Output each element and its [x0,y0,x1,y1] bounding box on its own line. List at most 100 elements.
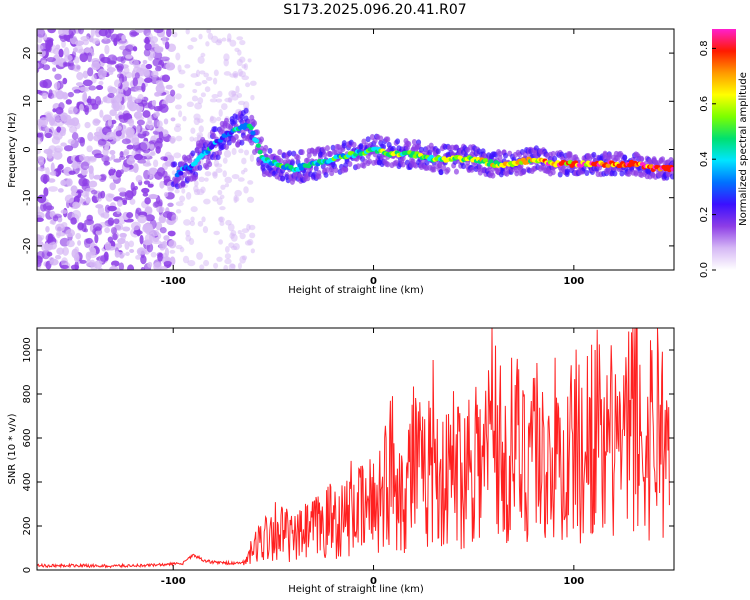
ridge-halo [259,136,265,143]
noise-blob [86,98,92,104]
noise-blob [198,125,204,133]
ridge-halo [378,135,384,142]
noise-blob [142,222,153,233]
noise-blob [112,233,118,241]
ridge-halo [289,159,295,166]
snr-panel: -100 0 100 0 200 400 600 800 1000 Height of str… [7,327,675,595]
noise-blob [152,159,159,168]
spectrogram-x-ticks: -100 0 100 [161,29,584,287]
noise-blob [107,217,115,226]
y-tick-label: 400 [22,472,33,491]
noise-blob [184,64,191,69]
ridge-halo [503,152,509,159]
y-tick-label: 200 [22,516,33,535]
noise-blob [140,267,145,270]
ridge-halo [358,143,364,150]
noise-blob [203,72,209,78]
noise-blob [205,41,210,47]
noise-blob [97,192,103,199]
noise-blob [109,109,117,117]
ridge-halo [190,150,196,157]
noise-blob [52,67,57,72]
noise-blob [250,248,255,254]
noise-blob [109,182,116,191]
noise-blob [175,93,182,100]
x-tick-label: 0 [370,576,377,587]
ridge-halo [327,150,333,157]
noise-blob [104,44,110,55]
noise-blob [93,131,103,137]
noise-blob [239,232,246,240]
noise-blob [56,82,61,89]
noise-blob [149,50,156,59]
ridge-halo [172,161,178,168]
noise-blob [241,228,249,234]
noise-blob [234,196,240,202]
noise-blob [97,206,105,216]
colorbar-tick-label: 0.4 [699,151,710,167]
noise-blob [134,97,142,103]
noise-blob [139,155,148,160]
noise-blob [45,225,50,233]
ridge-halo [295,154,301,161]
noise-blob [42,174,48,185]
noise-blob [80,86,91,92]
noise-blob [54,73,62,80]
noise-blob [193,185,199,193]
noise-blob [76,72,84,81]
noise-blob [138,142,148,152]
noise-blob [126,212,134,219]
x-tick-label: -100 [161,276,186,287]
noise-blob [48,241,58,250]
noise-blob [126,99,134,110]
ridge-halo [633,169,639,176]
x-tick-label: 100 [563,276,584,287]
noise-blob [147,261,153,268]
ridge-core [491,163,498,168]
noise-blob [158,81,164,89]
noise-blob [204,177,209,182]
noise-blob [87,67,94,77]
noise-blob [149,232,155,242]
noise-blob [81,169,87,176]
noise-blob [135,116,145,121]
noise-blob [161,74,171,83]
noise-blob [124,190,134,201]
ridge-halo [299,149,305,156]
noise-blob [86,145,93,153]
noise-blob [110,119,117,125]
noise-blob [151,99,157,106]
noise-blob [56,247,65,255]
noise-blob [155,66,162,72]
noise-blob [39,79,48,88]
noise-blob [115,87,122,97]
noise-blob [125,44,134,52]
noise-blob [191,95,199,102]
noise-blob [142,192,149,197]
noise-blob [98,80,104,86]
noise-blob [84,107,89,115]
noise-blob [55,90,65,100]
noise-blob [135,254,142,260]
ridge-halo [438,169,444,176]
noise-blob [203,198,211,205]
noise-blob [224,176,233,184]
noise-blob [206,29,212,34]
noise-blob [94,260,103,270]
noise-blob [93,119,101,124]
noise-blob [223,149,232,158]
noise-blob [221,37,227,42]
y-tick-label: 0 [22,567,33,573]
noise-blob [109,149,116,155]
ridge-halo [365,136,371,143]
noise-blob [37,62,40,69]
snr-frame [36,327,675,571]
ridge-halo [584,170,590,177]
noise-blob [250,94,255,101]
ridge-halo [469,166,475,173]
ridge-halo [343,166,349,173]
noise-blob [149,152,156,157]
noise-blob [106,63,112,69]
noise-blob [85,237,93,244]
